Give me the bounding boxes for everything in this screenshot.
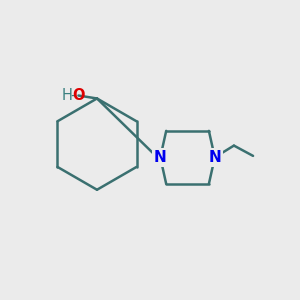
- Text: O: O: [72, 88, 85, 103]
- Text: N: N: [208, 150, 221, 165]
- Text: -: -: [70, 88, 75, 103]
- Text: H: H: [61, 88, 72, 103]
- Text: N: N: [154, 150, 167, 165]
